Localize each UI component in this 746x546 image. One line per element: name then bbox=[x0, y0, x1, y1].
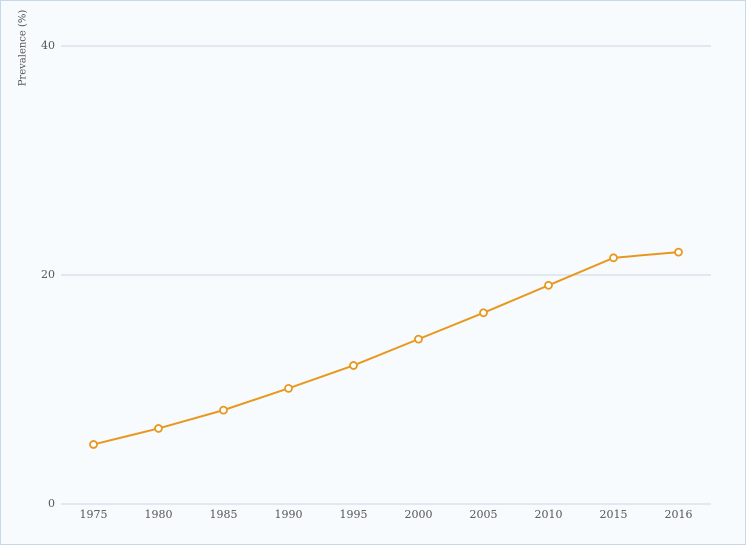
x-tick-label: 1990 bbox=[275, 508, 303, 521]
point bbox=[674, 247, 683, 257]
point bbox=[219, 405, 228, 415]
point bbox=[154, 424, 163, 433]
point bbox=[89, 440, 98, 449]
point bbox=[479, 308, 488, 318]
x-tick-label: 1975 bbox=[80, 508, 108, 521]
y-tick-label: 0 bbox=[48, 497, 55, 510]
y-tick-label: 20 bbox=[41, 268, 55, 281]
point bbox=[609, 253, 618, 263]
point bbox=[544, 280, 553, 290]
point bbox=[349, 361, 358, 370]
y-axis-label: Prevalence (%) bbox=[18, 10, 29, 87]
x-tick-label: 2010 bbox=[535, 508, 563, 521]
x-tick-label: 2015 bbox=[600, 508, 628, 521]
x-tick-label: 1985 bbox=[210, 508, 238, 521]
x-tick-label: 2000 bbox=[405, 508, 433, 521]
x-tick-label: 1995 bbox=[340, 508, 368, 521]
x-tick-label: 2016 bbox=[665, 508, 693, 521]
x-tick-label: 1980 bbox=[145, 508, 173, 521]
point bbox=[414, 334, 423, 344]
point bbox=[284, 383, 293, 393]
x-tick-label: 2005 bbox=[470, 508, 498, 521]
line bbox=[93, 251, 679, 446]
y-tick-label: 40 bbox=[41, 39, 55, 52]
